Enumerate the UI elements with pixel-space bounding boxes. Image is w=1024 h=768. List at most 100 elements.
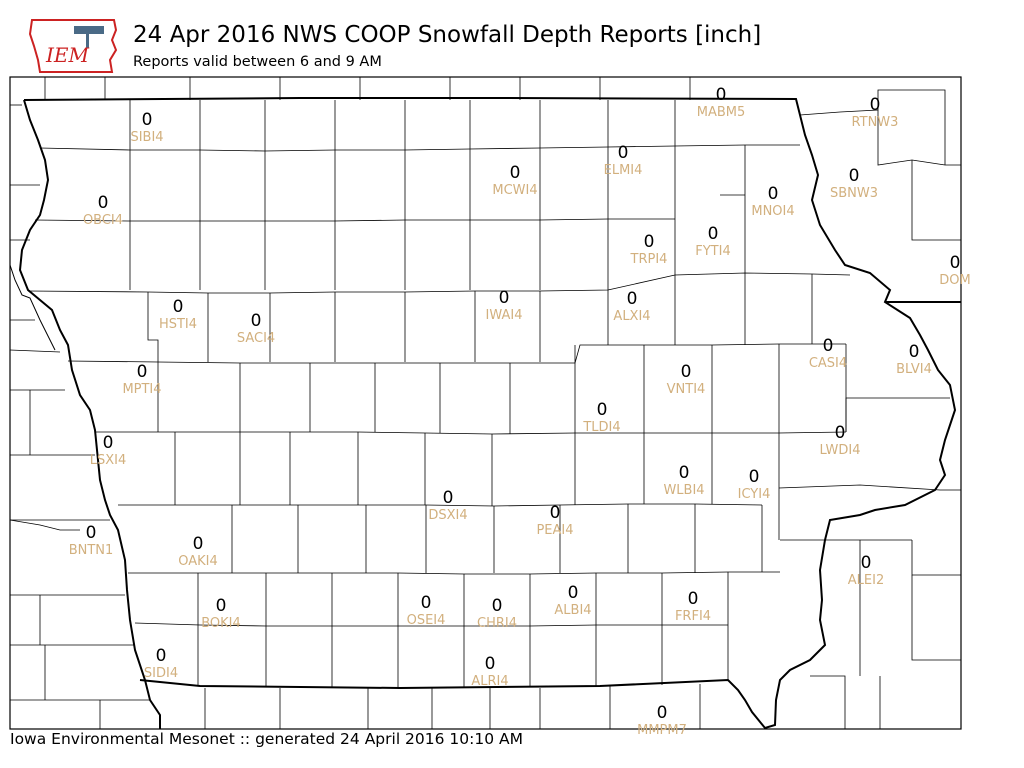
station-id-label: BNTN1: [69, 543, 114, 558]
station-value: 0: [193, 534, 204, 554]
station-value: 0: [86, 523, 97, 543]
station-value: 0: [251, 311, 262, 331]
station-value: 0: [688, 589, 699, 609]
station-value: 0: [568, 583, 579, 603]
station-id-label: ELMI4: [604, 163, 643, 178]
station-value: 0: [485, 654, 496, 674]
station-value: 0: [142, 110, 153, 130]
station-id-label: TLDI4: [582, 420, 620, 435]
river: [9, 264, 56, 351]
page-subtitle: Reports valid between 6 and 9 AM: [133, 54, 382, 70]
county-boundaries: [9, 77, 961, 729]
station-value: 0: [597, 400, 608, 420]
station-id-label: ICYI4: [738, 487, 771, 502]
station-value: 0: [627, 289, 638, 309]
station-value: 0: [823, 336, 834, 356]
station-id-label: SIBI4: [130, 130, 163, 145]
station-id-label: ALEI2: [848, 573, 884, 588]
station-value: 0: [421, 593, 432, 613]
station-value: 0: [870, 95, 881, 115]
station-id-label: PEAI4: [536, 523, 573, 538]
station-value: 0: [849, 166, 860, 186]
station-value: 0: [443, 488, 454, 508]
station-value: 0: [103, 433, 114, 453]
station-id-label: SBNW3: [830, 186, 878, 201]
station-value: 0: [216, 596, 227, 616]
station-id-label: ALRI4: [471, 674, 508, 689]
station-value: 0: [681, 362, 692, 382]
footer-credit: Iowa Environmental Mesonet :: generated …: [10, 730, 523, 748]
station-value: 0: [835, 423, 846, 443]
station-id-label: MPTI4: [122, 382, 161, 397]
station-value: 0: [716, 85, 727, 105]
page-title: 24 Apr 2016 NWS COOP Snowfall Depth Repo…: [133, 22, 762, 48]
station-id-label: FYTI4: [695, 244, 730, 259]
station-id-label: OAKI4: [178, 554, 218, 569]
station-value: 0: [499, 288, 510, 308]
station-value: 0: [137, 362, 148, 382]
station-id-label: BLVI4: [896, 362, 932, 377]
station-id-label: SACI4: [237, 331, 275, 346]
station-id-label: CASI4: [809, 356, 847, 371]
station-value: 0: [510, 163, 521, 183]
svg-text:IEM: IEM: [45, 43, 90, 67]
station-id-label: TRPI4: [630, 252, 668, 267]
station-id-label: MABM5: [697, 105, 746, 120]
station-value: 0: [708, 224, 719, 244]
station-value: 0: [618, 143, 629, 163]
station-id-label: VNTI4: [667, 382, 706, 397]
station-id-label: LWDI4: [819, 443, 860, 458]
station-value: 0: [657, 703, 668, 723]
station-id-label: FRFI4: [675, 609, 711, 624]
station-value: 0: [950, 253, 961, 273]
station-value: 0: [550, 503, 561, 523]
station-id-label: HSTI4: [159, 317, 197, 332]
station-value: 0: [861, 553, 872, 573]
station-id-label: LSXI4: [90, 453, 127, 468]
station-id-label: MMPM7: [637, 723, 687, 738]
station-value: 0: [768, 184, 779, 204]
map-frame: [9, 76, 962, 730]
station-id-label: BOKI4: [201, 616, 241, 631]
station-id-label: WLBI4: [663, 483, 704, 498]
iem-logo: IEM: [28, 19, 118, 73]
station-value: 0: [173, 297, 184, 317]
station-id-label: OBCI4: [83, 213, 123, 228]
station-id-label: IWAI4: [486, 308, 523, 323]
